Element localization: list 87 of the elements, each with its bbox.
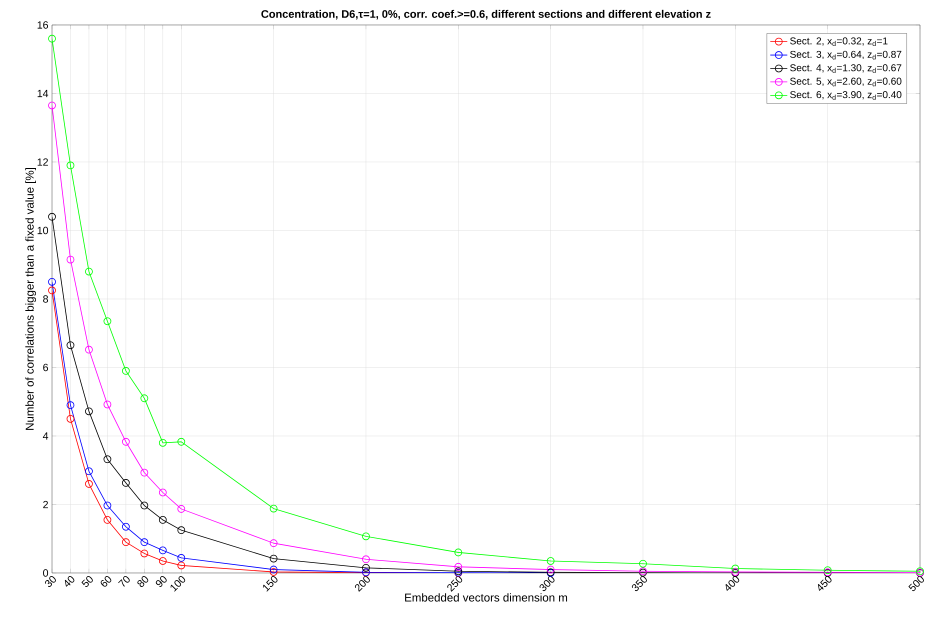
point: [158, 438, 167, 447]
point: [66, 401, 74, 410]
y-tick-label: 14: [38, 90, 48, 98]
point: [177, 505, 186, 513]
point: [122, 479, 130, 487]
point: [66, 341, 74, 350]
point: [104, 502, 112, 510]
point: [158, 546, 167, 554]
x-tick-label: 200: [354, 576, 370, 592]
point: [270, 566, 278, 574]
point: [104, 455, 112, 464]
point: [48, 34, 56, 43]
x-tick-label: 400: [726, 576, 740, 591]
point: [158, 488, 167, 496]
point: [140, 550, 148, 558]
y-tick-label: 16: [38, 21, 48, 29]
x-tick-label: 500: [908, 576, 924, 592]
point: [85, 346, 93, 354]
point: [66, 414, 74, 423]
point: [85, 467, 93, 476]
point: [85, 268, 93, 276]
point: [362, 564, 370, 572]
point: [362, 555, 370, 564]
point: [639, 560, 647, 568]
y-tick-label: 10: [38, 226, 48, 234]
x-axis-title: Embedded vectors dimension m: [405, 593, 568, 602]
point: [270, 539, 278, 548]
y-tick-label: 4: [42, 432, 48, 440]
point: [140, 538, 148, 546]
point: [158, 516, 167, 524]
x-tick-label: 80: [137, 576, 148, 587]
point: [158, 557, 167, 565]
x-tick-label: 60: [100, 576, 112, 587]
point: [104, 516, 112, 524]
point: [140, 468, 148, 477]
point: [104, 400, 112, 408]
point: [546, 557, 555, 565]
y-axis-title: Number of correlations bigger than a fixed value [%]: [25, 168, 36, 430]
point: [140, 394, 148, 402]
point: [140, 502, 148, 510]
point: [122, 538, 130, 546]
point: [454, 548, 462, 556]
legend-label: Sect. 2, x$_{d}$=0.32, z$_{d}$=1: [790, 37, 888, 46]
point: [177, 438, 186, 446]
legend-label: Sect. 3, x$_{d}$=0.64, z$_{d}$=0.87: [790, 50, 902, 60]
point: [270, 568, 278, 576]
point: [270, 554, 278, 562]
point: [48, 212, 56, 221]
point: [85, 480, 93, 488]
y-tick-label: 2: [43, 500, 48, 508]
x-tick-label: 30: [45, 576, 56, 587]
x-tick-label: 250: [447, 576, 462, 592]
point: [177, 554, 186, 562]
x-tick-label: 350: [632, 576, 647, 592]
x-tick-label: 90: [156, 576, 167, 587]
point: [362, 532, 370, 540]
x-tick-label: 300: [540, 576, 555, 592]
point: [454, 562, 462, 571]
point: [48, 286, 56, 294]
x-tick-label: 40: [64, 576, 74, 587]
chart-title: Concentration, D6,τ=1, 0%, corr. coef.>=0.6, different sections and different elevation z: [261, 10, 711, 20]
x-tick-label: 50: [81, 576, 93, 588]
point: [177, 562, 186, 570]
y-tick-label: 8: [43, 295, 48, 303]
y-tick-label: 6: [43, 364, 48, 372]
point: [104, 317, 112, 326]
legend-label: Sect. 6, x$_{d}$=3.90, z$_{d}$=0.40: [790, 91, 902, 100]
x-tick-label: 150: [262, 576, 278, 592]
legend-label: Sect. 5, x$_{d}$=2.60, z$_{d}$=0.60: [790, 78, 902, 86]
point: [66, 256, 74, 264]
point: [122, 367, 130, 375]
x-tick-label: 450: [818, 576, 832, 591]
point: [122, 438, 130, 446]
point: [85, 407, 93, 416]
point: [48, 278, 56, 286]
y-tick-label: 0: [43, 569, 48, 577]
point: [177, 526, 186, 534]
y-tick-label: 12: [38, 158, 48, 166]
point: [122, 522, 130, 531]
point: [731, 564, 740, 572]
x-tick-label: 70: [118, 576, 130, 587]
point: [546, 566, 555, 574]
x-tick-label: 100: [170, 576, 186, 592]
point: [48, 102, 56, 110]
legend-label: Sect. 4, x$_{d}$=1.30, z$_{d}$=0.67: [790, 64, 902, 73]
point: [66, 162, 74, 170]
point: [270, 504, 278, 512]
